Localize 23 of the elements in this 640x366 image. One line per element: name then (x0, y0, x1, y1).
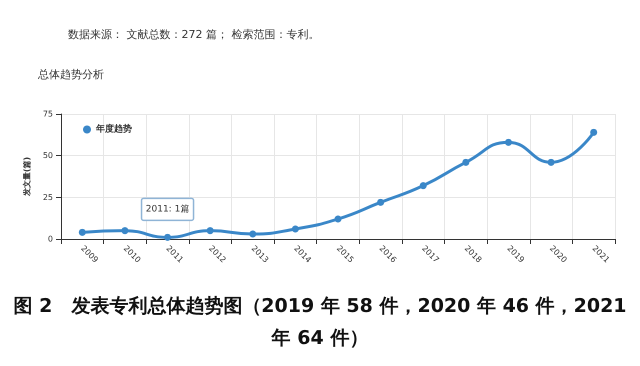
y-axis-title: 发文量(篇) (22, 156, 32, 198)
caption: 图 2 发表专利总体趋势图（2019 年 58 件，2020 年 46 件，2021 年 64 件） (12, 294, 628, 351)
point (377, 198, 384, 206)
point (590, 128, 598, 136)
point (78, 228, 86, 236)
point (504, 138, 512, 146)
y-tick-label: 0 (48, 234, 53, 244)
point (206, 227, 214, 234)
chart-subtitle: 总体趋势分析 (37, 68, 104, 81)
point (334, 216, 342, 222)
chart-title: 数据来源： 文献总数：272 篇； 检索范围：专利。 (68, 28, 320, 41)
point (121, 227, 128, 234)
point (548, 158, 555, 166)
point (420, 182, 427, 190)
y-tick-label: 75 (42, 110, 53, 118)
y-tick-label: 50 (42, 151, 53, 160)
legend-label: 年度趋势 (95, 124, 132, 134)
point (462, 158, 470, 166)
annotation: 2011: 1篇 (146, 203, 190, 214)
point (249, 230, 256, 238)
point (164, 234, 172, 241)
y-tick-label: 25 (42, 192, 53, 202)
point (292, 226, 299, 232)
